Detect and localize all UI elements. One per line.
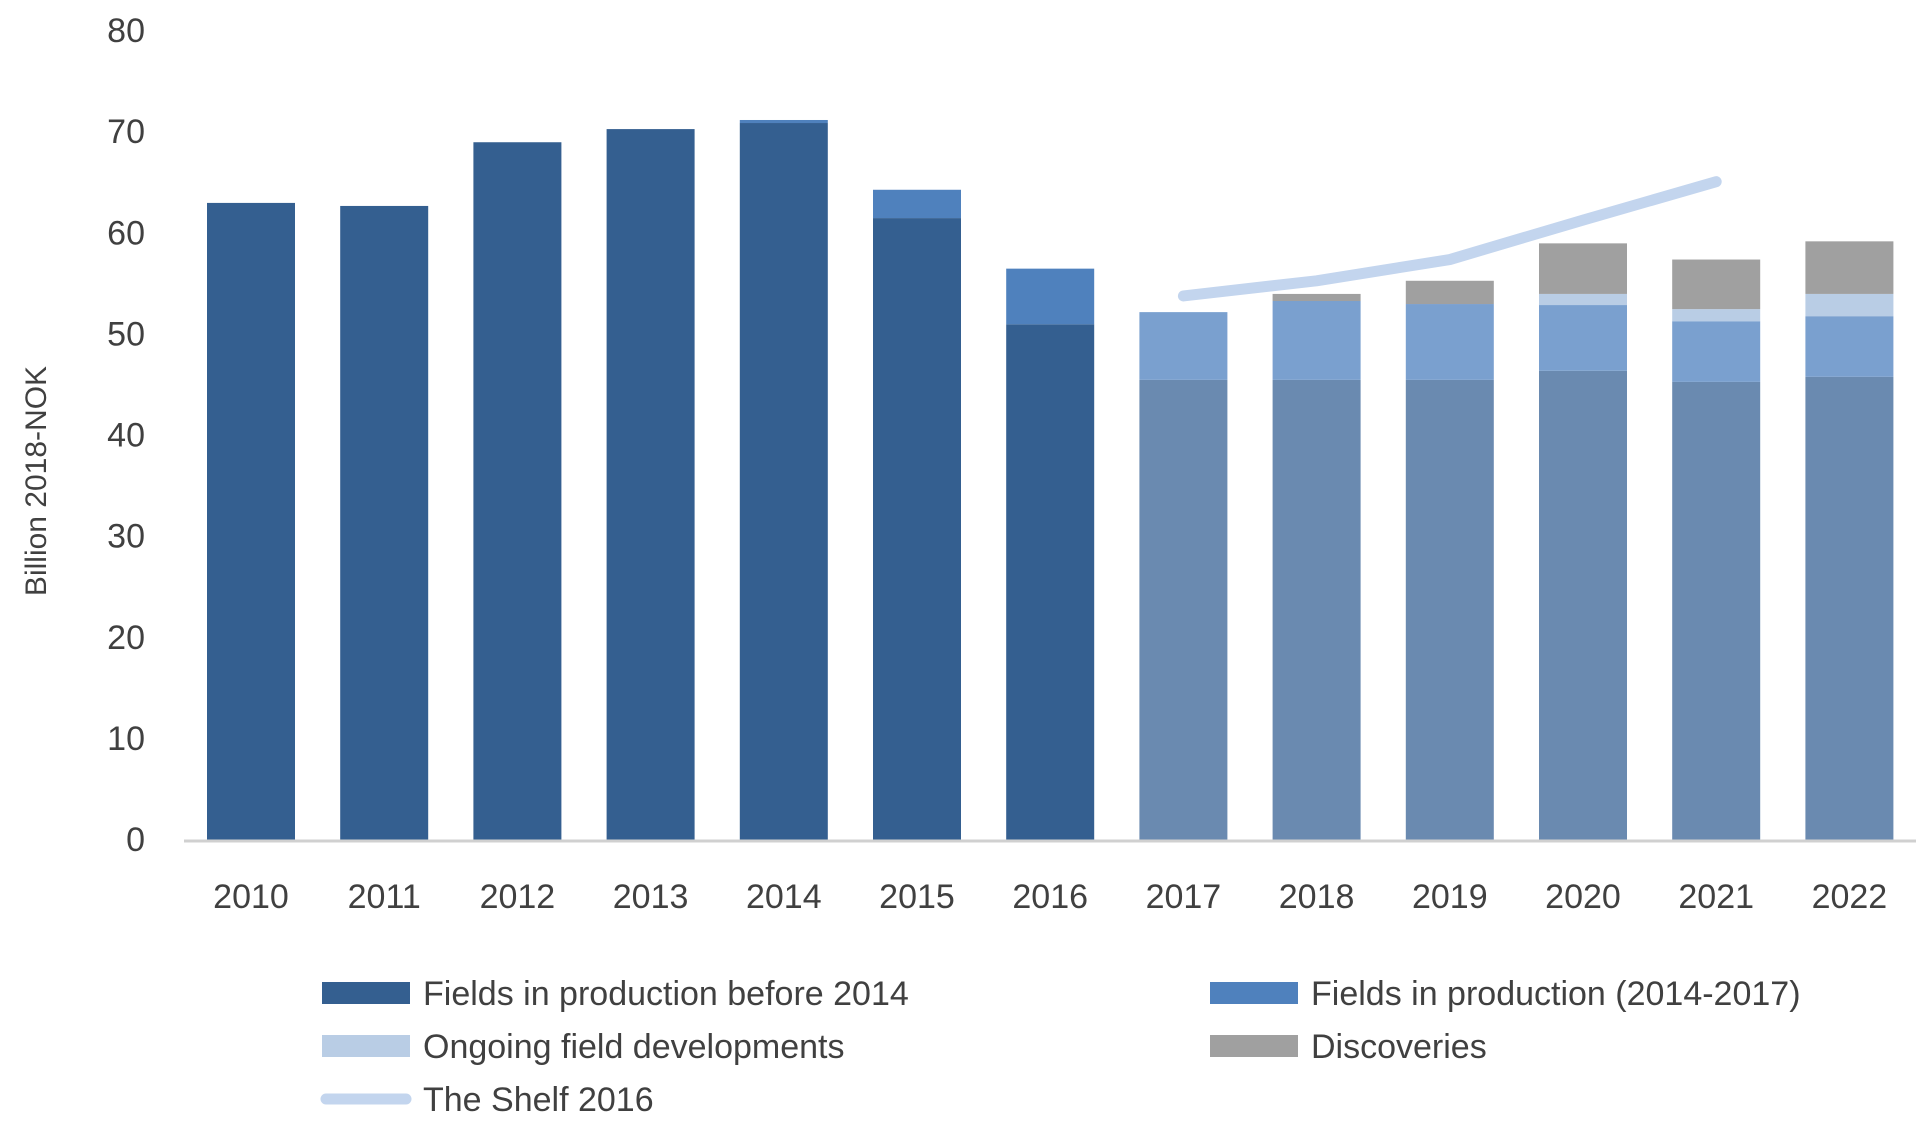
x-tick-label: 2012	[480, 878, 556, 916]
x-tick-label: 2019	[1412, 878, 1488, 916]
x-tick-label: 2020	[1545, 878, 1621, 916]
y-tick-label: 10	[107, 720, 145, 758]
bar-segment	[1805, 316, 1894, 377]
bar-segment	[1006, 268, 1095, 325]
bar-segment	[1672, 259, 1761, 310]
bar-segment	[1539, 293, 1627, 306]
x-tick-label: 2011	[348, 878, 421, 916]
bar-segment	[1672, 321, 1761, 382]
x-tick-label: 2021	[1678, 878, 1754, 916]
bar-segment	[606, 129, 695, 840]
y-tick-label: 0	[126, 821, 145, 859]
x-tick-label: 2022	[1812, 878, 1888, 916]
bar-segment	[1539, 243, 1627, 294]
y-tick-label: 30	[107, 518, 145, 556]
legend-swatch	[1210, 1035, 1298, 1057]
x-tick-label: 2017	[1146, 878, 1222, 916]
bar-segment	[1006, 324, 1095, 840]
y-axis-label: Billion 2018-NOK	[20, 366, 53, 596]
legend-label: Ongoing field developments	[423, 1028, 845, 1066]
bar-segment	[1272, 301, 1361, 380]
bar-segment	[873, 189, 961, 219]
bar-segment	[1805, 293, 1894, 317]
bar-segment	[1405, 379, 1494, 840]
y-tick-label: 50	[107, 315, 145, 353]
legend-swatch	[1210, 982, 1298, 1004]
bar-segment	[1805, 376, 1894, 840]
legend-swatch	[322, 1035, 410, 1057]
legend-swatch	[322, 982, 410, 1004]
bar-segment	[1672, 381, 1761, 840]
x-tick-label: 2010	[213, 878, 289, 916]
bar-segment	[873, 218, 961, 841]
line-series-the-shelf	[1177, 176, 1722, 302]
legend-label: Fields in production before 2014	[423, 975, 909, 1013]
bar-segment	[473, 142, 562, 841]
y-tick-label: 40	[107, 417, 145, 455]
bar-segment	[1405, 304, 1494, 380]
bar-segment	[1139, 312, 1228, 380]
bar-segment	[1272, 379, 1361, 840]
bar-segment	[739, 123, 828, 841]
bar-segment	[1672, 309, 1761, 322]
bar-segment	[739, 119, 828, 124]
x-tick-label: 2014	[746, 878, 822, 916]
bar-segment	[1539, 305, 1627, 371]
bar-segment	[1139, 379, 1228, 840]
y-tick-label: 20	[107, 619, 145, 657]
y-tick-label: 80	[107, 12, 145, 50]
bar-segment	[1539, 370, 1627, 840]
bar-segment	[1805, 241, 1894, 294]
bar-segment	[207, 202, 295, 841]
x-tick-label: 2015	[879, 878, 955, 916]
bar-segment	[1405, 280, 1494, 305]
legend-label: Discoveries	[1311, 1028, 1487, 1066]
legend-label: Fields in production (2014-2017)	[1311, 975, 1801, 1013]
legend-label: The Shelf 2016	[423, 1081, 654, 1119]
y-tick-label: 60	[107, 214, 145, 252]
bar-segment	[340, 205, 429, 841]
x-tick-label: 2018	[1279, 878, 1355, 916]
y-tick-label: 70	[107, 113, 145, 151]
bar-segment	[1272, 293, 1361, 302]
x-tick-label: 2013	[613, 878, 689, 916]
x-tick-label: 2016	[1012, 878, 1088, 916]
